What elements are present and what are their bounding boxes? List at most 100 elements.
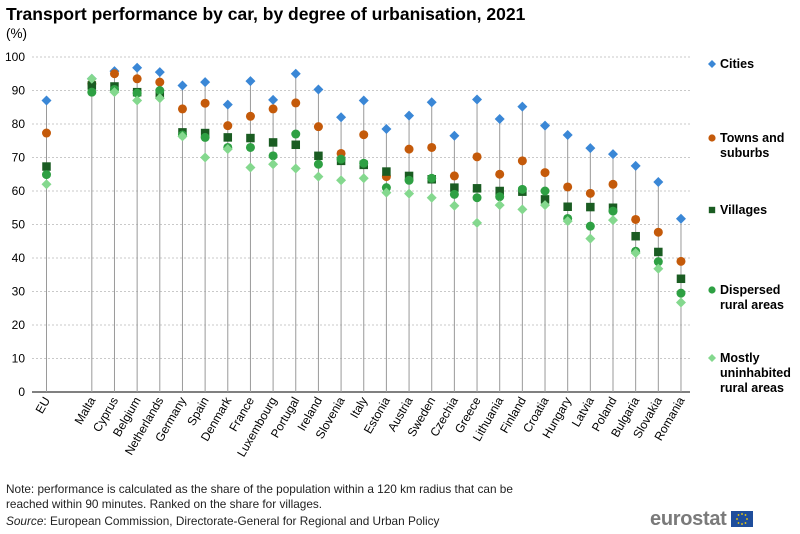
data-point-mostly-uninhabited-rural-areas xyxy=(86,73,97,84)
data-point-dispersed-rural-areas xyxy=(336,154,346,164)
legend-label-dispersed-rural-areas: Dispersed rural areas xyxy=(720,283,784,312)
data-point-villages xyxy=(495,186,504,196)
data-point-dispersed-rural-areas xyxy=(313,159,323,169)
data-point-cities xyxy=(426,97,437,108)
data-point-cities xyxy=(653,176,664,187)
data-point-dispersed-rural-areas xyxy=(132,88,142,98)
data-point-towns-and-suburbs xyxy=(291,98,301,108)
data-point-villages xyxy=(42,162,51,171)
data-point-dispersed-rural-areas xyxy=(517,184,527,194)
data-point-villages xyxy=(450,183,459,192)
category-stems xyxy=(46,67,682,392)
data-point-villages xyxy=(314,151,323,161)
data-point-towns-and-suburbs xyxy=(109,69,119,79)
data-point-mostly-uninhabited-rural-areas xyxy=(177,131,188,142)
data-point-cities xyxy=(336,112,347,123)
source-label: Source xyxy=(6,514,44,528)
data-point-cities xyxy=(472,94,483,105)
data-point-dispersed-rural-areas xyxy=(200,132,210,142)
data-point-towns-and-suburbs xyxy=(472,152,482,162)
data-point-villages xyxy=(291,140,301,150)
data-point-dispersed-rural-areas xyxy=(245,142,255,152)
data-point-cities xyxy=(675,213,686,224)
chart-title: Transport performance by car, by degree … xyxy=(6,4,526,24)
legend-label-mostly-uninhabited-rural-areas: Mostly uninhabited rural areas xyxy=(720,351,791,395)
y-tick-label: 30 xyxy=(12,285,26,299)
data-point-towns-and-suburbs xyxy=(359,130,369,140)
data-point-villages xyxy=(223,133,233,142)
data-point-cities xyxy=(200,77,211,88)
data-point-cities xyxy=(290,68,301,79)
data-point-villages xyxy=(382,167,391,176)
legend-item-dispersed-rural-areas[interactable]: Dispersed rural areas xyxy=(708,283,784,312)
y-tick-label: 80 xyxy=(12,117,26,131)
data-point-cities xyxy=(245,76,256,87)
legend-item-towns-and-suburbs[interactable]: Towns and suburbs xyxy=(708,131,784,160)
data-point-villages xyxy=(631,231,640,241)
data-point-mostly-uninhabited-rural-areas xyxy=(132,95,143,106)
data-point-mostly-uninhabited-rural-areas xyxy=(268,159,279,170)
data-point-dispersed-rural-areas xyxy=(87,87,97,97)
data-point-villages xyxy=(268,138,278,147)
data-point-mostly-uninhabited-rural-areas xyxy=(449,200,460,211)
legend-label-towns-and-suburbs: Towns and suburbs xyxy=(720,131,784,160)
data-point-cities xyxy=(540,120,551,131)
data-point-cities xyxy=(630,160,641,171)
chart-canvas: 0 10 20 30 40 50 60 70 80 90 100 EU MaltaCyprusBelg… xyxy=(5,50,791,460)
x-axis-ticks: EU MaltaCyprusBelgiumNetherlandsGermanySp… xyxy=(33,394,688,460)
data-point-dispersed-rural-areas xyxy=(268,151,278,161)
legend-marker-villages xyxy=(708,206,716,214)
data-point-mostly-uninhabited-rural-areas xyxy=(358,173,369,184)
legend-marker-mostly-uninhabited-rural-areas xyxy=(708,354,716,362)
data-point-villages xyxy=(87,81,97,90)
y-tick-label: 10 xyxy=(12,352,26,366)
data-point-mostly-uninhabited-rural-areas xyxy=(200,152,211,163)
data-points xyxy=(41,62,686,308)
y-tick-label: 20 xyxy=(12,318,26,332)
data-point-dispersed-rural-areas xyxy=(472,193,482,203)
legend-item-mostly-uninhabited-rural-areas[interactable]: Mostly uninhabited rural areas xyxy=(708,351,791,395)
data-point-cities xyxy=(449,130,460,141)
x-tick-label: Italy xyxy=(347,395,370,421)
data-point-dispersed-rural-areas xyxy=(42,170,51,180)
data-point-towns-and-suburbs xyxy=(540,168,550,178)
data-point-dispersed-rural-areas xyxy=(427,173,437,183)
data-point-villages xyxy=(246,133,255,143)
gridlines xyxy=(32,56,690,393)
footnote: Note: performance is calculated as the s… xyxy=(6,482,513,511)
chart-unit-label: (%) xyxy=(6,26,27,41)
legend-item-cities[interactable]: Cities xyxy=(708,57,754,71)
data-point-cities xyxy=(41,95,52,106)
y-tick-label: 90 xyxy=(12,84,26,98)
data-point-cities xyxy=(154,67,165,78)
data-point-mostly-uninhabited-rural-areas xyxy=(154,93,165,104)
data-point-mostly-uninhabited-rural-areas xyxy=(653,263,664,274)
data-point-towns-and-suburbs xyxy=(427,142,437,152)
data-point-villages xyxy=(472,184,482,193)
data-point-cities xyxy=(494,113,505,124)
data-point-towns-and-suburbs xyxy=(155,77,165,87)
y-tick-label: 40 xyxy=(12,251,26,265)
data-point-towns-and-suburbs xyxy=(585,188,595,198)
data-point-cities xyxy=(517,101,528,112)
data-point-dispersed-rural-areas xyxy=(359,158,369,168)
data-point-cities xyxy=(177,80,188,91)
data-point-cities xyxy=(562,130,573,141)
data-point-mostly-uninhabited-rural-areas xyxy=(426,192,437,203)
data-point-villages xyxy=(654,247,663,257)
data-point-mostly-uninhabited-rural-areas xyxy=(517,204,528,215)
data-point-dispersed-rural-areas xyxy=(449,189,459,199)
source-text: : European Commission, Directorate-Gener… xyxy=(43,514,440,528)
data-point-dispersed-rural-areas xyxy=(653,257,663,267)
data-point-cities xyxy=(268,94,279,105)
data-point-cities xyxy=(404,110,415,121)
data-point-towns-and-suburbs xyxy=(449,171,459,181)
data-point-mostly-uninhabited-rural-areas xyxy=(290,163,301,174)
data-point-dispersed-rural-areas xyxy=(585,221,595,231)
legend-item-villages[interactable]: Villages xyxy=(708,203,767,217)
data-point-towns-and-suburbs xyxy=(200,98,210,108)
data-point-mostly-uninhabited-rural-areas xyxy=(585,233,596,244)
legend-label-cities: Cities xyxy=(720,57,754,71)
data-point-cities xyxy=(608,149,618,160)
data-point-dispersed-rural-areas xyxy=(291,129,301,139)
